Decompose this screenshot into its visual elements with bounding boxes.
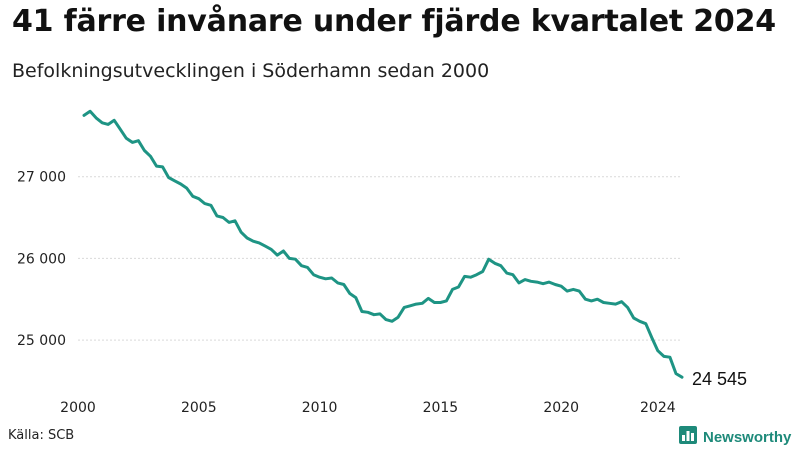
chart-title: 41 färre invånare under fjärde kvartalet…: [12, 4, 776, 39]
y-tick-label: 25 000: [17, 333, 66, 349]
end-value-label: 24 545: [692, 369, 747, 389]
series-line: [82, 109, 684, 379]
x-axis-labels: 2000 2005 2010 2015 2020 2024: [60, 400, 676, 416]
chart-subtitle: Befolkningsutvecklingen i Söderhamn seda…: [12, 60, 490, 82]
x-tick-label: 2015: [423, 400, 459, 416]
brand-name: Newsworthy: [703, 428, 792, 446]
x-tick-label: 2020: [543, 400, 579, 416]
y-axis-labels: 25 000 26 000 27 000: [17, 170, 66, 349]
x-tick-label: 2010: [302, 400, 338, 416]
source-note: Källa: SCB: [8, 428, 75, 443]
x-tick-label: 2000: [60, 400, 96, 416]
gridlines: [78, 176, 682, 341]
y-tick-label: 26 000: [17, 251, 66, 267]
x-tick-label: 2024: [640, 400, 676, 416]
x-tick-label: 2005: [181, 400, 217, 416]
y-tick-label: 27 000: [17, 170, 66, 186]
newsworthy-logo[interactable]: Newsworthy: [679, 426, 791, 448]
series-lines: [82, 109, 684, 379]
bar-chart-logo-icon: [679, 426, 697, 448]
